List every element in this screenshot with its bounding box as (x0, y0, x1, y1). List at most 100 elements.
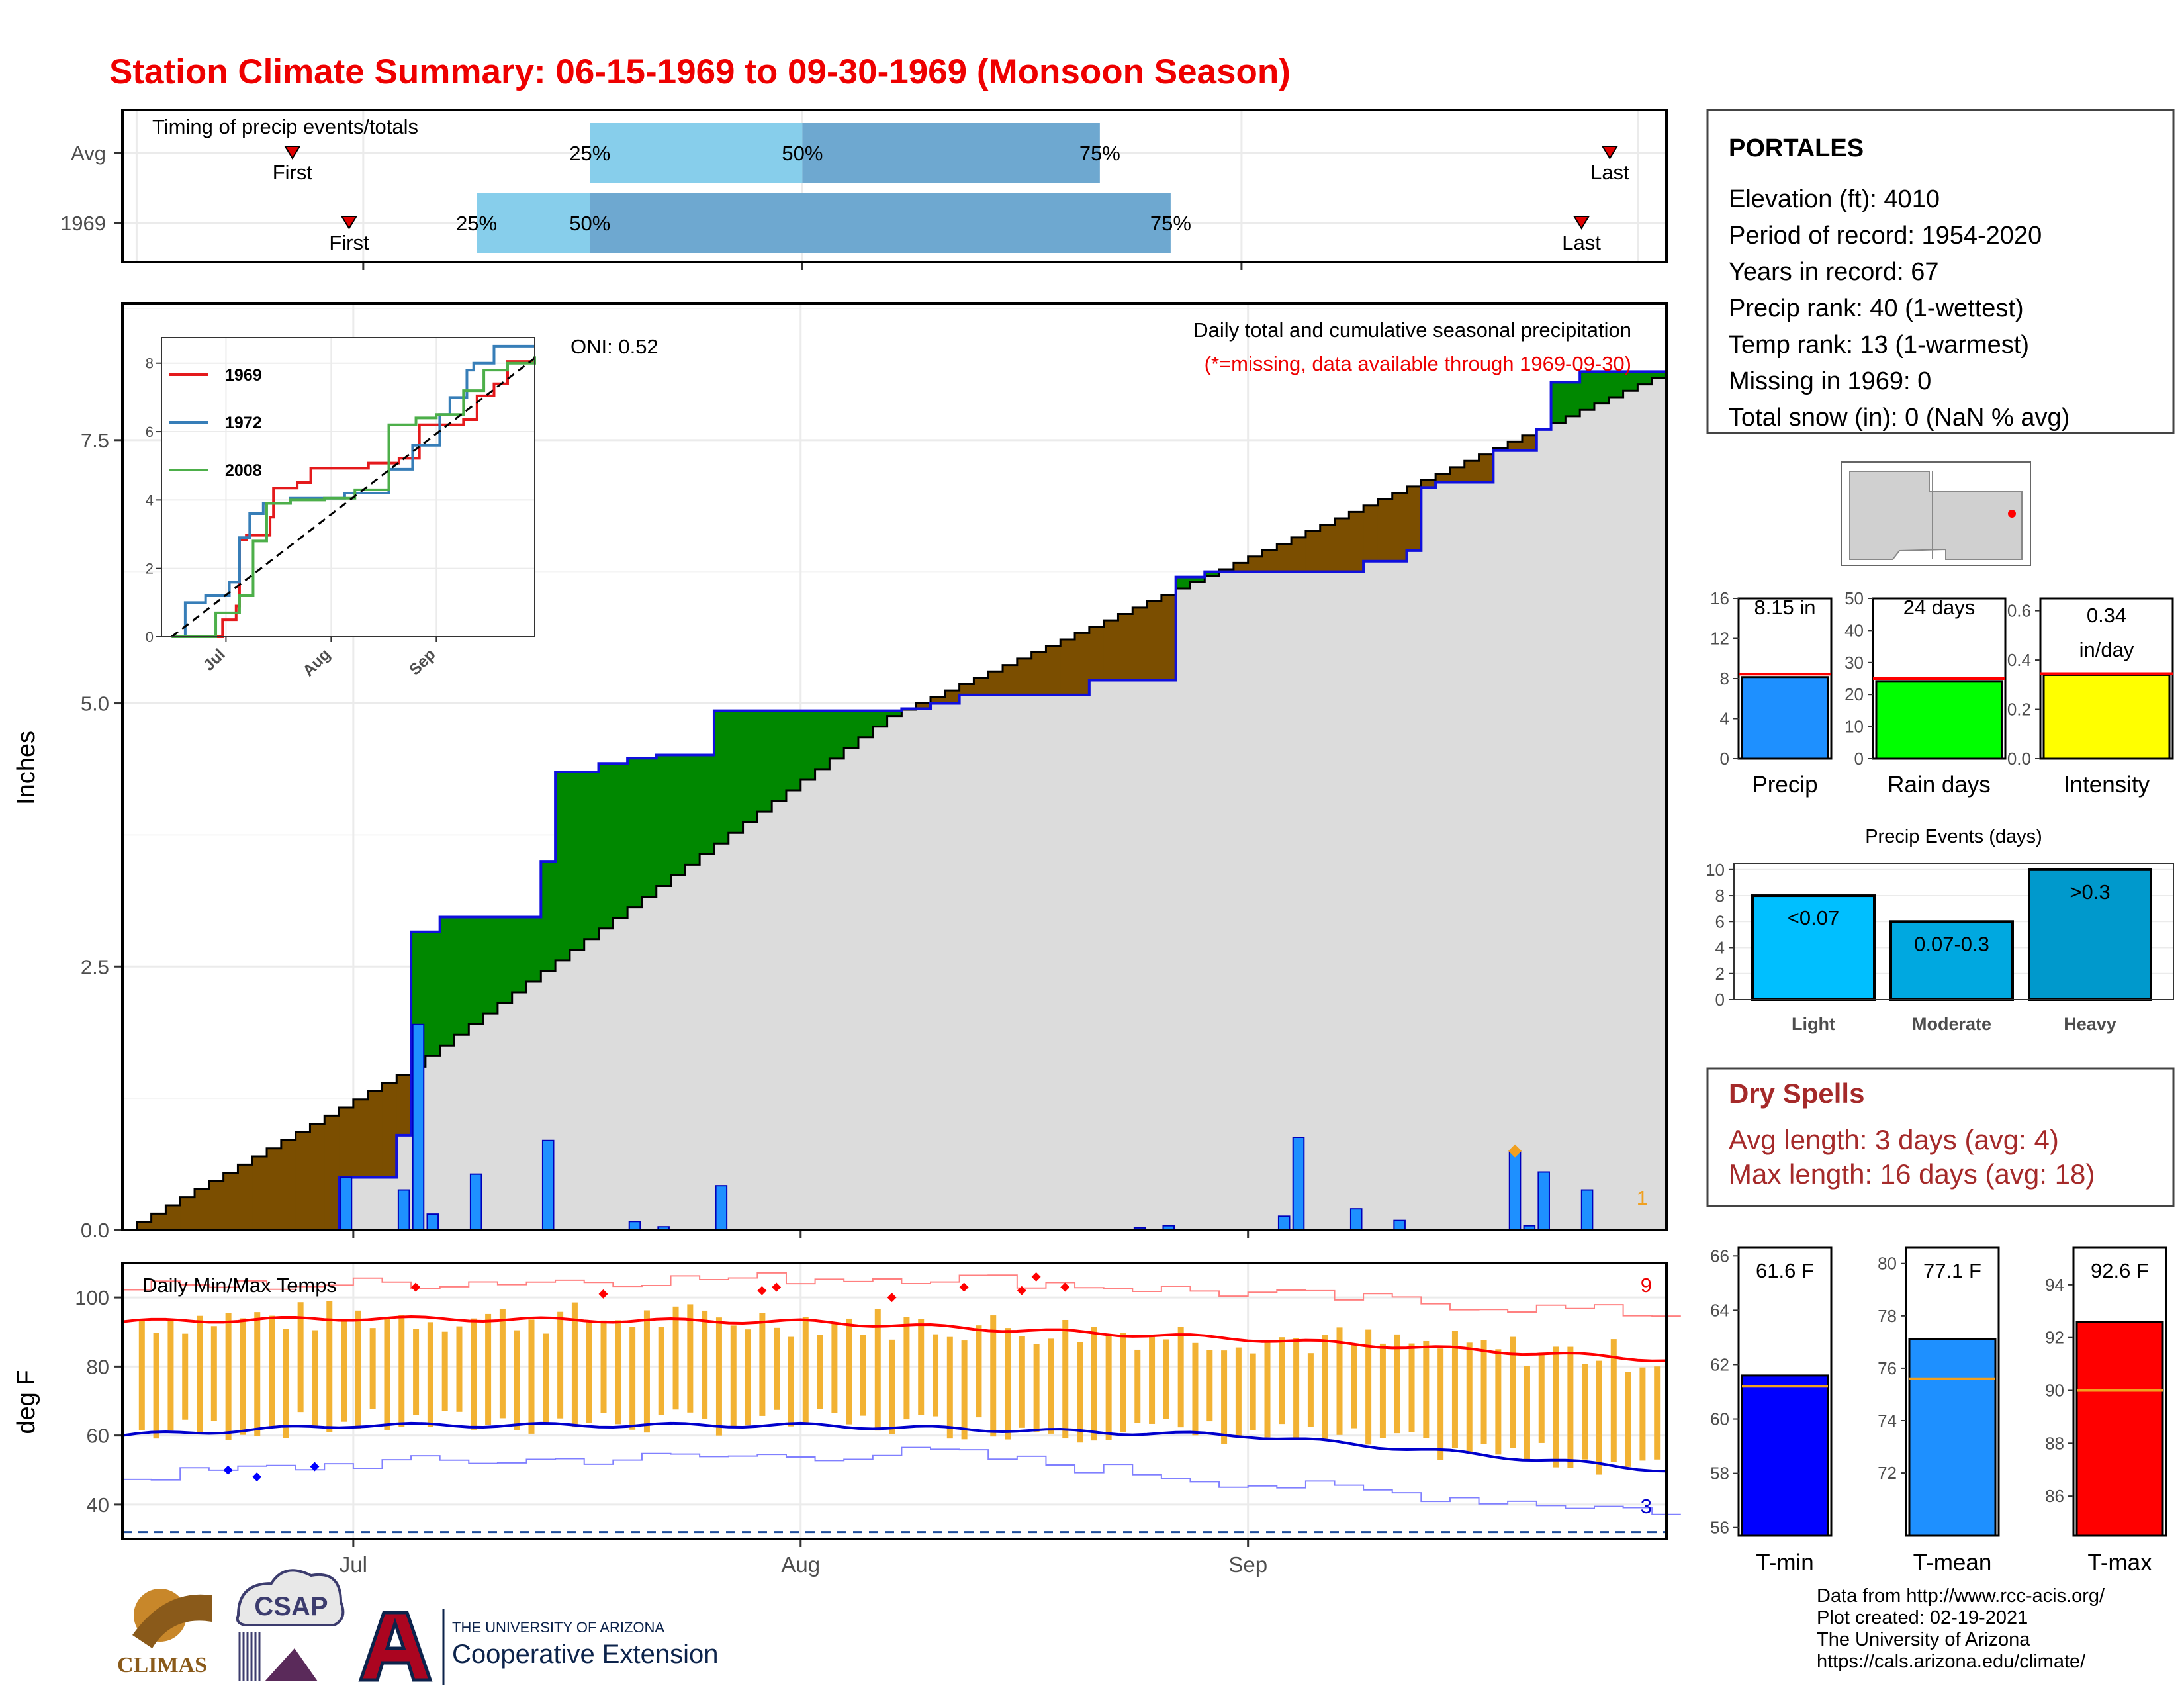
daily-temp-range-bar (1149, 1335, 1156, 1424)
events-tick-label: 8 (1715, 886, 1725, 906)
inset-legend-label: 1972 (225, 414, 262, 432)
above-normal-band (483, 917, 498, 1014)
mini-bar-value (1875, 680, 2003, 760)
inset-frame (161, 337, 535, 637)
precip-y-tick-label: 2.5 (81, 955, 109, 978)
above-normal-band (641, 758, 657, 897)
temp-summary-tick-label: 66 (1710, 1246, 1729, 1266)
inset-y-tick-label: 8 (146, 355, 154, 372)
month-tick-label: Jul (340, 1552, 367, 1577)
temperature-panel: 40 60 80 100 Jul Aug Sep deg F Daily Min/Max Tem… (13, 1262, 1681, 1577)
daily-temp-range-bar (210, 1326, 217, 1421)
normal-cumulative-line (122, 371, 1668, 1231)
daily-precip-bar (412, 1023, 425, 1231)
normal-tmin-line (122, 1421, 1667, 1473)
temp-summary-tick-label: 72 (1878, 1463, 1897, 1483)
daily-temp-range-bar (283, 1329, 289, 1438)
daily-temp-range-bar (658, 1327, 664, 1415)
daily-temp-range-bar (831, 1322, 838, 1413)
temp-panel-title: Daily Min/Max Temps (142, 1274, 337, 1297)
daily-temp-range-bar (384, 1318, 390, 1430)
precip-summary-bars: 0 4 8 12 16 8.15 in Precip 0 10 20 30 40 50 24 days Ra… (1710, 588, 2174, 798)
month-tick-label: Aug (781, 1552, 820, 1577)
temp-summary-tick-label: 80 (1878, 1254, 1897, 1274)
below-normal-band (1103, 620, 1119, 680)
daily-temp-range-bar (1639, 1367, 1646, 1461)
temp-summary-tick-label: 56 (1710, 1518, 1729, 1538)
below-normal-band (1046, 645, 1061, 695)
observed-cumulative-line (122, 370, 1666, 1231)
daily-temp-range-bar (398, 1315, 405, 1427)
daily-precip-bar (1349, 1208, 1363, 1231)
below-normal-band (1161, 594, 1177, 680)
above-normal-band (829, 710, 844, 759)
daily-temp-range-bar (1091, 1327, 1097, 1441)
temp-y-tick-label: 40 (87, 1493, 109, 1517)
daily-temp-range-bar (1177, 1327, 1184, 1428)
daily-temp-range-bar (514, 1330, 520, 1430)
daily-precip-bar (469, 1173, 482, 1231)
daily-temp-range-bar (1134, 1349, 1141, 1423)
daily-temp-range-bar (918, 1319, 925, 1415)
locator-map (1841, 461, 2031, 566)
inset-y-tick-label: 4 (146, 492, 154, 508)
below-normal-band (1406, 486, 1422, 551)
daily-temp-range-bar (1077, 1342, 1083, 1443)
inset-legend-label: 1969 (225, 366, 262, 385)
daily-temp-range-bar (1163, 1339, 1169, 1419)
daily-temp-range-bar (1250, 1353, 1256, 1430)
temp-summary-tick-label: 74 (1878, 1411, 1897, 1430)
mini-bar-tick-label: 8 (1720, 669, 1729, 688)
mini-bar-tick-label: 40 (1844, 620, 1864, 640)
csap-logo-cloud (236, 1569, 345, 1626)
below-normal-band (1449, 467, 1465, 483)
above-normal-band (772, 710, 787, 802)
temp-summary-bar (1741, 1374, 1829, 1537)
below-normal-band (267, 1148, 282, 1230)
daily-temp-range-bar (240, 1318, 246, 1435)
daily-temp-range-bar (1336, 1327, 1343, 1435)
mini-bar-tick-label: 0 (1854, 749, 1864, 769)
daily-temp-range-bar (1206, 1350, 1213, 1422)
events-tick-label: 10 (1706, 860, 1725, 880)
below-normal-band (1349, 512, 1364, 572)
tmax-record-count: 9 (1641, 1274, 1652, 1297)
temp-summary-bar (2075, 1321, 2164, 1537)
record-high-marker (1017, 1286, 1026, 1295)
below-normal-band (396, 1074, 412, 1135)
below-normal-band (310, 1123, 325, 1230)
missing-data-note: (*=missing, data available through 1969-… (1205, 352, 1631, 375)
record-high-marker (598, 1289, 608, 1299)
daily-temp-range-bar (745, 1329, 751, 1426)
precip-y-axis-label: Inches (13, 731, 40, 805)
events-tick-label: 4 (1715, 938, 1725, 958)
daily-temp-range-bar (874, 1309, 881, 1431)
record-low-marker (310, 1462, 320, 1472)
mini-bar-tick-label: 12 (1710, 629, 1729, 649)
inset-background (161, 338, 535, 637)
daily-temp-range-bar (571, 1302, 578, 1428)
above-normal-band (656, 755, 672, 886)
temp-summary-tick-label: 76 (1878, 1358, 1897, 1378)
daily-temp-range-bar (600, 1320, 607, 1413)
timing-title: Timing of precip events/totals (152, 115, 418, 138)
daily-precip-bar (397, 1189, 410, 1231)
events-category-label: Light (1792, 1014, 1835, 1034)
above-normal-band (627, 758, 643, 908)
below-normal-band (223, 1172, 239, 1230)
daily-temp-range-bar (456, 1326, 463, 1412)
precip-y-tick-label: 7.5 (81, 429, 109, 452)
above-normal-band (1565, 382, 1580, 416)
daily-temp-range-bar (1582, 1364, 1588, 1460)
above-normal-band (800, 710, 816, 780)
above-normal-band (1205, 571, 1220, 576)
above-normal-band (555, 771, 570, 961)
daily-temp-range-bar (528, 1319, 535, 1434)
daily-temp-range-bar (672, 1306, 679, 1410)
daily-temp-range-bar (1437, 1348, 1444, 1460)
record-high-marker (1060, 1282, 1070, 1292)
below-normal-band (1262, 550, 1277, 572)
precip-events-panel: Precip Events (days) <0.07 Light 0.07-0.3 Mo… (1706, 826, 2174, 1034)
below-normal-band (1479, 454, 1494, 483)
